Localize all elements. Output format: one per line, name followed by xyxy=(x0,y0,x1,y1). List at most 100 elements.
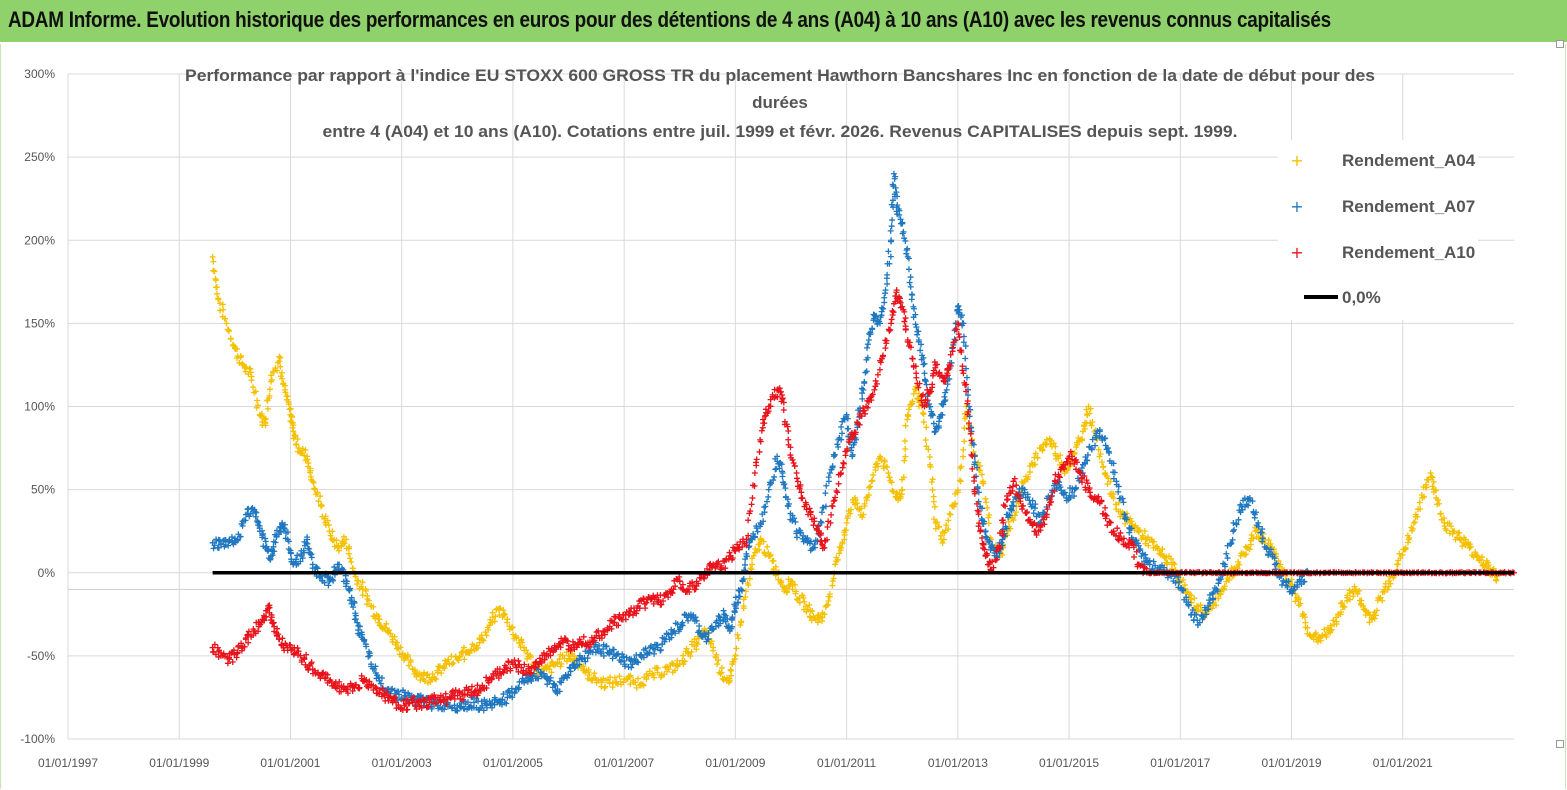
data-point xyxy=(720,607,727,614)
data-point xyxy=(901,457,908,464)
data-point xyxy=(651,650,658,657)
data-point xyxy=(885,248,892,255)
data-point xyxy=(770,477,777,484)
data-point xyxy=(779,470,786,476)
data-point xyxy=(303,651,310,658)
data-point xyxy=(250,384,257,391)
data-point xyxy=(228,650,235,657)
data-point xyxy=(1346,596,1353,603)
y-tick-label: 150% xyxy=(24,316,55,330)
data-point xyxy=(1356,587,1363,594)
data-point xyxy=(278,641,285,648)
data-point xyxy=(952,337,959,344)
data-point xyxy=(865,337,872,343)
resize-handle-bottom-right[interactable] xyxy=(1556,740,1564,748)
data-point xyxy=(248,377,255,384)
data-point xyxy=(989,542,996,549)
legend-label-zero: 0,0% xyxy=(1342,288,1381,307)
data-point xyxy=(909,398,916,405)
data-point xyxy=(525,665,532,672)
data-point xyxy=(806,601,813,608)
data-point xyxy=(790,459,797,466)
data-point xyxy=(308,554,315,561)
data-point xyxy=(488,704,495,711)
data-point xyxy=(1088,446,1095,453)
data-point xyxy=(211,268,218,275)
data-point xyxy=(920,419,927,426)
y-tick-label: 0% xyxy=(38,566,56,580)
data-point xyxy=(613,651,620,658)
data-point xyxy=(426,699,433,706)
data-point xyxy=(287,549,294,556)
data-point xyxy=(1366,619,1373,626)
data-point xyxy=(1071,450,1078,457)
data-point xyxy=(1429,474,1436,481)
data-point xyxy=(858,413,865,420)
data-point xyxy=(358,629,365,636)
data-point xyxy=(901,318,908,325)
data-point xyxy=(438,670,445,677)
data-point xyxy=(381,692,388,699)
x-tick-label: 01/01/2007 xyxy=(594,756,654,770)
data-point xyxy=(321,579,328,586)
data-point xyxy=(858,505,865,512)
data-point xyxy=(905,255,912,262)
data-point xyxy=(1428,473,1435,480)
data-point xyxy=(818,530,825,537)
data-point xyxy=(889,487,896,494)
data-point xyxy=(989,558,996,565)
data-point xyxy=(429,670,436,677)
data-point xyxy=(1048,493,1055,500)
data-point xyxy=(742,594,749,601)
data-point xyxy=(770,557,777,564)
data-point xyxy=(1064,467,1071,474)
data-point xyxy=(603,643,610,650)
data-point xyxy=(211,542,218,549)
data-point xyxy=(1057,484,1064,491)
data-point xyxy=(1246,546,1253,553)
data-point xyxy=(480,707,487,714)
data-point xyxy=(1133,548,1140,555)
data-point xyxy=(489,609,496,616)
resize-handle-top-right[interactable] xyxy=(1556,40,1564,48)
data-point xyxy=(910,390,917,397)
data-point xyxy=(608,625,615,632)
data-point xyxy=(601,631,608,638)
data-point xyxy=(947,351,954,358)
data-point xyxy=(734,541,741,548)
data-point xyxy=(902,453,909,460)
data-point xyxy=(274,625,281,632)
data-point xyxy=(984,552,991,559)
data-point xyxy=(492,613,499,620)
y-tick-label: -50% xyxy=(27,649,55,663)
data-point xyxy=(645,672,652,679)
chart-title-line-3: entre 4 (A04) et 10 ans (A10). Cotations… xyxy=(323,122,1238,141)
data-point xyxy=(265,546,272,553)
data-point xyxy=(889,307,896,314)
data-point xyxy=(1406,534,1413,541)
data-point xyxy=(1056,473,1063,480)
data-point xyxy=(293,556,300,563)
data-point xyxy=(957,478,964,485)
data-point xyxy=(1146,557,1153,564)
data-point xyxy=(518,664,525,671)
data-point xyxy=(905,406,912,413)
data-point xyxy=(416,697,423,704)
data-point xyxy=(1448,523,1455,530)
data-point xyxy=(1083,406,1090,413)
data-point xyxy=(704,565,711,572)
data-point xyxy=(1032,461,1039,468)
data-point xyxy=(1110,460,1117,467)
data-point xyxy=(1111,469,1118,476)
data-point xyxy=(1251,514,1258,521)
data-point xyxy=(301,656,308,663)
data-point xyxy=(745,517,752,524)
data-point xyxy=(1245,502,1252,509)
data-point xyxy=(982,528,989,535)
data-point xyxy=(945,517,952,524)
data-point xyxy=(1067,448,1074,455)
data-point xyxy=(264,405,271,412)
data-point xyxy=(885,470,892,476)
x-tick-label: 01/01/2013 xyxy=(928,756,988,770)
data-point xyxy=(1292,598,1299,605)
